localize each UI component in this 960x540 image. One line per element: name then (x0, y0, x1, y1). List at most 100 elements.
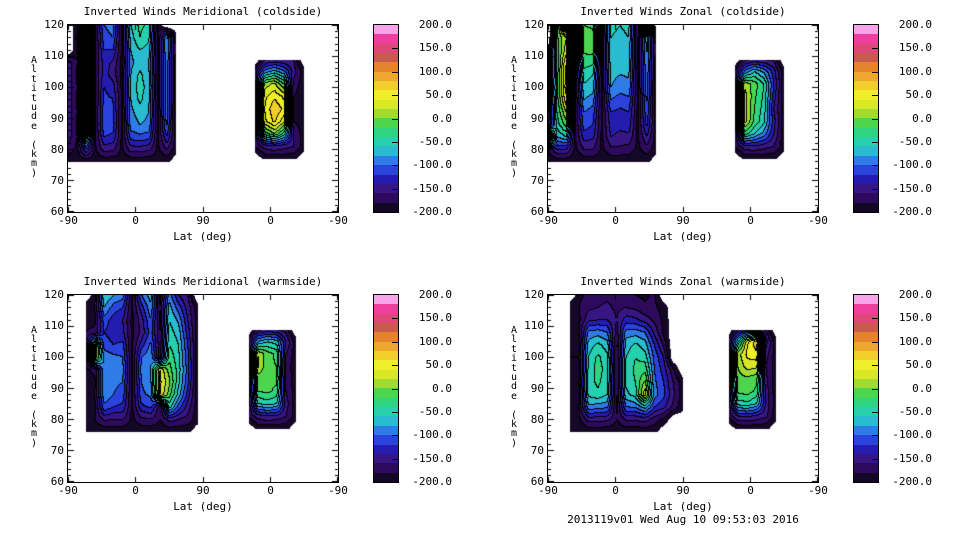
colorbar-band (854, 369, 878, 380)
colorbar-tick-label: 50.0 (425, 358, 453, 372)
colorbar-band (854, 313, 878, 324)
colorbar-band (854, 453, 878, 464)
colorbar-tick-label: 200.0 (418, 288, 452, 301)
colorbar-band (854, 34, 878, 44)
colorbar-band (854, 90, 878, 100)
colorbar-band (854, 351, 878, 361)
colorbar-tick (872, 95, 878, 97)
colorbar-tick-label: -150.0 (892, 451, 932, 465)
colorbar-tick (392, 341, 398, 343)
colorbar-band (374, 453, 398, 464)
colorbar-tick-label: -150.0 (412, 181, 452, 195)
y-tick-label: 100 (44, 80, 64, 94)
colorbar-tick (392, 388, 398, 390)
colorbar-tick-label: 200.0 (898, 18, 932, 31)
colorbar-band (374, 388, 398, 398)
colorbar-band (374, 444, 398, 454)
colorbar-tick-label: 100.0 (418, 64, 452, 78)
colorbar-band (854, 202, 878, 212)
x-tick-label: 0 (132, 214, 139, 227)
y-tick-label: 80 (50, 412, 64, 426)
x-tick-label: -90 (538, 214, 558, 227)
colorbar-tick (392, 365, 398, 367)
y-tick-label: 90 (50, 381, 64, 395)
colorbar (853, 24, 879, 213)
y-tick-label: 60 (530, 475, 544, 488)
colorbar-tick-label: 100.0 (898, 64, 932, 78)
colorbar-tick (392, 118, 398, 120)
colorbar-tick-label: 0.0 (432, 381, 452, 395)
colorbar-band (854, 53, 878, 63)
colorbar-tick (392, 458, 398, 460)
colorbar-tick-label: -50.0 (418, 134, 452, 148)
colorbar-tick-label: -200.0 (892, 475, 932, 488)
x-tick-label: -90 (58, 484, 78, 497)
colorbar-band (374, 332, 398, 342)
contour-plot-canvas (547, 24, 819, 213)
x-tick-label: 0 (747, 484, 754, 497)
colorbar-tick (392, 95, 398, 97)
colorbar-band (854, 360, 878, 370)
colorbar-tick-label: 200.0 (418, 18, 452, 31)
colorbar-band (374, 62, 398, 72)
y-tick-label: 90 (50, 111, 64, 125)
colorbar-tick (392, 318, 398, 320)
colorbar-tick (872, 435, 878, 437)
y-tick-label: 80 (530, 412, 544, 426)
colorbar-tick (872, 188, 878, 190)
panel-title: Inverted Winds Meridional (warmside) (83, 275, 323, 288)
colorbar-band (374, 379, 398, 389)
colorbar-band (854, 193, 878, 203)
colorbar-band (854, 109, 878, 119)
colorbar-band (854, 341, 878, 352)
colorbar-tick-label: -200.0 (412, 205, 452, 218)
colorbar (373, 24, 399, 213)
colorbar-band (374, 183, 398, 194)
y-tick-label: 60 (530, 205, 544, 218)
colorbar-band (374, 202, 398, 212)
colorbar-band (854, 323, 878, 333)
panel-zonal-coldside: Inverted Winds Zonal (coldside) A l t i … (480, 0, 960, 270)
colorbar-band (374, 71, 398, 82)
colorbar (853, 294, 879, 483)
y-tick-label: 70 (50, 173, 64, 187)
colorbar-band (854, 463, 878, 473)
colorbar-band (374, 81, 398, 91)
colorbar-tick (872, 71, 878, 73)
x-tick-label: 90 (676, 484, 690, 497)
x-axis-label: Lat (deg) (653, 500, 713, 513)
colorbar-tick-label: 200.0 (898, 288, 932, 301)
colorbar-tick-label: 50.0 (905, 358, 933, 372)
colorbar-band (374, 351, 398, 361)
colorbar-tick (392, 435, 398, 437)
y-tick-label: 100 (524, 80, 544, 94)
y-tick-label: 120 (44, 288, 64, 301)
x-tick-label: 0 (267, 484, 274, 497)
colorbar-band (854, 183, 878, 194)
colorbar-tick-label: -100.0 (412, 428, 452, 442)
y-tick-label: 60 (50, 205, 64, 218)
y-tick-label: 120 (524, 18, 544, 31)
colorbar (373, 294, 399, 483)
x-axis-label: Lat (deg) (173, 500, 233, 513)
colorbar-tick-label: -200.0 (412, 475, 452, 488)
colorbar-band (374, 369, 398, 380)
colorbar-tick (872, 341, 878, 343)
colorbar-band (374, 174, 398, 184)
colorbar-band (854, 425, 878, 436)
colorbar-tick-label: 50.0 (425, 88, 453, 102)
y-tick-label: 80 (50, 142, 64, 156)
colorbar-band (374, 397, 398, 408)
y-axis-label: A l t i t u d e ( k m ) (510, 325, 518, 449)
y-tick-label: 90 (530, 381, 544, 395)
colorbar-band (854, 43, 878, 54)
colorbar-band (374, 323, 398, 333)
colorbar-tick (392, 141, 398, 143)
x-axis-label: Lat (deg) (173, 230, 233, 243)
colorbar-band (374, 53, 398, 63)
panel-title: Inverted Winds Meridional (coldside) (83, 5, 323, 18)
y-tick-label: 70 (50, 443, 64, 457)
colorbar-tick (872, 165, 878, 167)
y-tick-label: 120 (524, 288, 544, 301)
panel-meridional-coldside: Inverted Winds Meridional (coldside) A l… (0, 0, 480, 270)
